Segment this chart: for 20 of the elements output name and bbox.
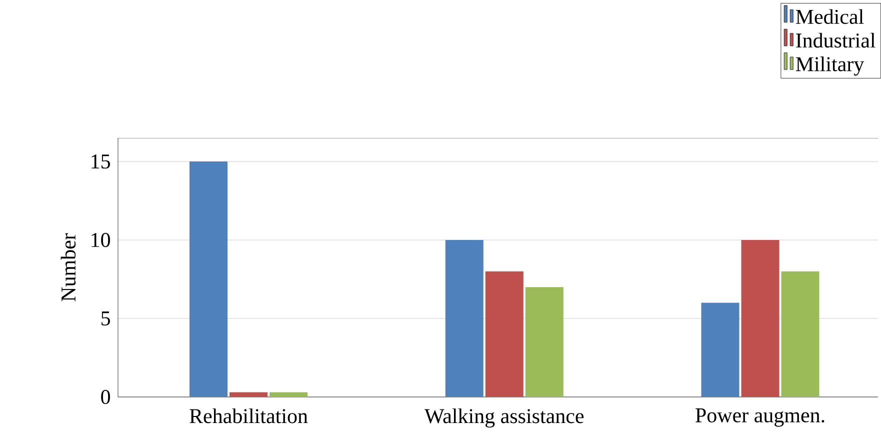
bar bbox=[190, 162, 228, 397]
bar bbox=[525, 287, 564, 397]
bar bbox=[741, 240, 780, 397]
y-tick-label: 10 bbox=[92, 232, 110, 248]
bar bbox=[230, 392, 268, 397]
bar bbox=[781, 271, 820, 397]
y-tick-label: 5 bbox=[102, 312, 110, 326]
bar bbox=[445, 240, 484, 397]
y-axis-title: Number bbox=[60, 233, 76, 302]
bar bbox=[701, 302, 740, 397]
bar bbox=[485, 271, 524, 397]
legend-label: Military bbox=[796, 56, 864, 76]
y-tick-label: 15 bbox=[92, 154, 110, 169]
bar bbox=[269, 392, 308, 397]
legend-label: Medical bbox=[796, 9, 864, 24]
x-tick-label: Power augmen. bbox=[696, 408, 824, 427]
x-tick-label: Walking assistance bbox=[424, 408, 584, 428]
legend-label: Industrial bbox=[796, 32, 876, 48]
y-tick-label: 0 bbox=[101, 390, 110, 404]
x-tick-label: Rehabilitation bbox=[190, 408, 308, 424]
